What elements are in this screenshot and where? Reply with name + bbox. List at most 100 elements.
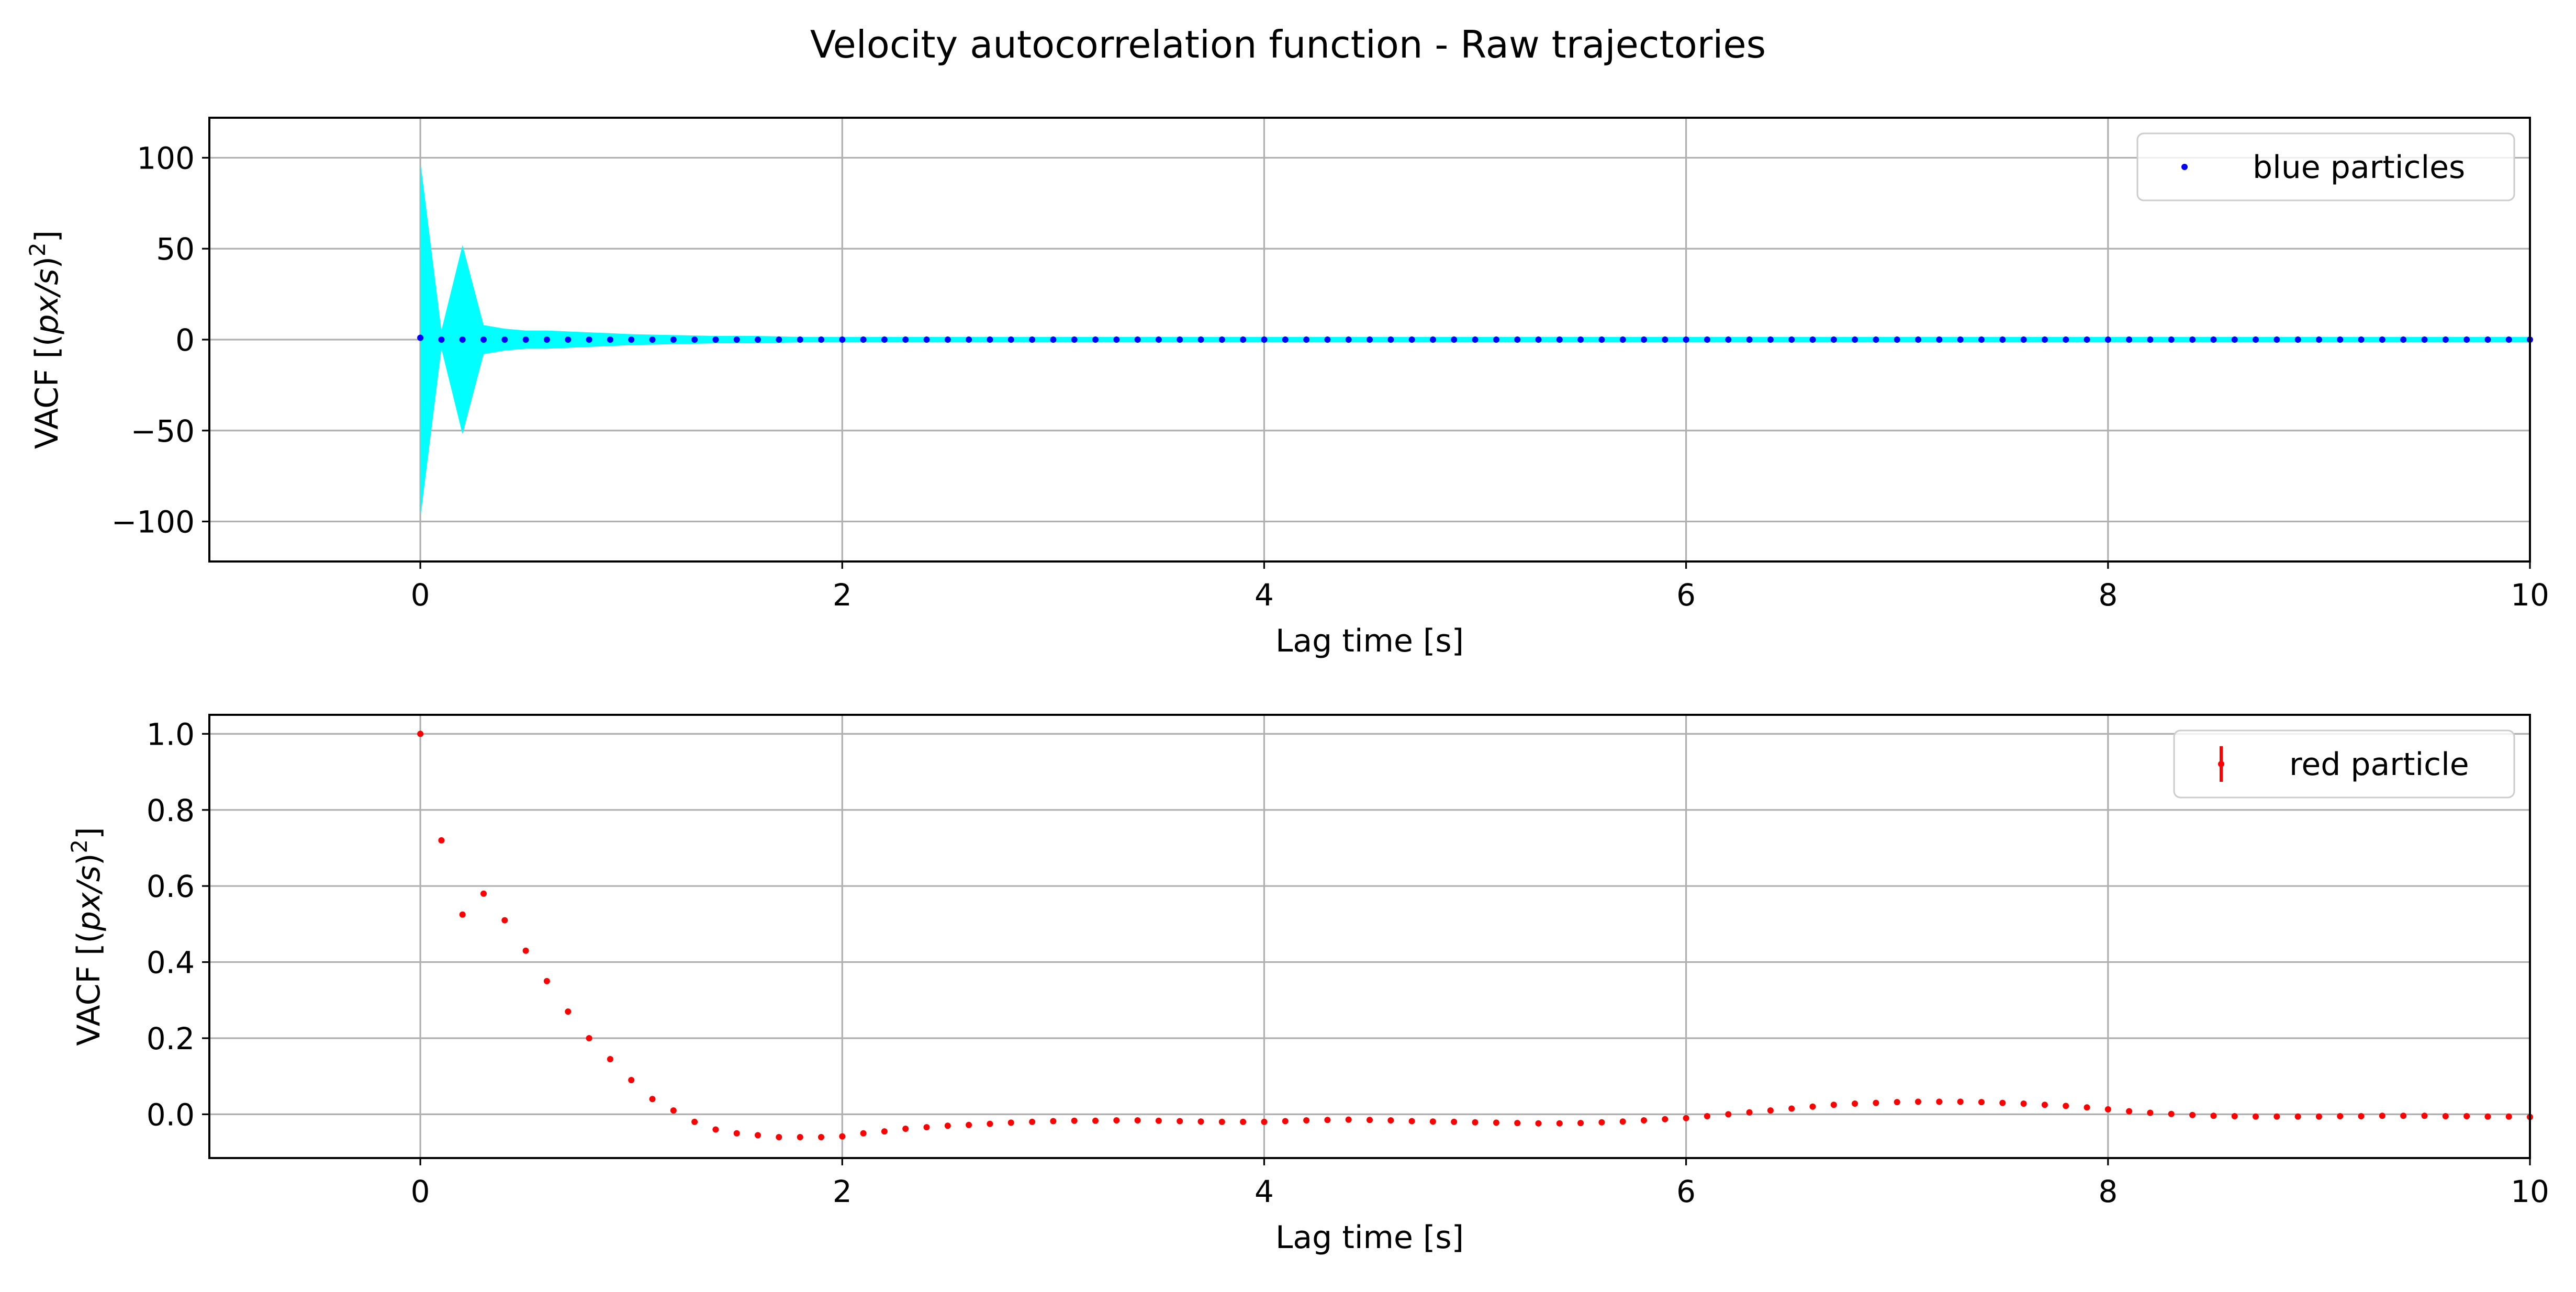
data-point: [1662, 336, 1668, 343]
data-point: [881, 336, 888, 343]
data-point: [776, 1134, 782, 1140]
data-point: [712, 336, 719, 343]
data-point: [1408, 336, 1415, 343]
data-point: [1472, 1119, 1479, 1126]
data-point: [797, 1134, 803, 1140]
data-point: [2104, 336, 2111, 343]
data-point: [2421, 336, 2428, 343]
data-point: [1873, 336, 1879, 343]
x-tick-label: 10: [2511, 1174, 2549, 1209]
data-point: [1261, 336, 1268, 343]
data-point: [1218, 1118, 1225, 1125]
data-point: [923, 336, 930, 343]
x-tick-label: 4: [1255, 1174, 1274, 1209]
data-point: [1367, 1117, 1373, 1124]
data-point: [1261, 1118, 1268, 1125]
data-point: [2463, 1113, 2470, 1119]
data-point: [607, 336, 613, 343]
data-point: [1007, 336, 1014, 343]
data-point: [691, 336, 698, 343]
data-point: [2210, 1113, 2217, 1119]
data-point: [2147, 1109, 2154, 1116]
data-point: [1303, 336, 1310, 343]
subplot-2: 0 2 4 6 8 10 0.0 0.2 0.4 0.6 0.8 1.0 Lag time [s] VAC…: [66, 714, 2549, 1256]
data-point: [1894, 336, 1900, 343]
data-point: [1240, 336, 1247, 343]
data-point: [881, 1128, 888, 1135]
data-point: [2020, 1100, 2027, 1107]
data-point: [1577, 336, 1584, 343]
data-point: [2126, 1108, 2133, 1115]
legend-marker: [2181, 164, 2188, 170]
x-tick-label: 2: [833, 1174, 852, 1209]
data-point: [607, 1056, 613, 1062]
data-point: [1957, 1098, 1964, 1105]
legend-marker: [2218, 761, 2224, 767]
series-2-1: [417, 731, 2533, 1140]
data-point: [1429, 336, 1436, 343]
data-point: [2315, 1113, 2322, 1120]
data-point: [417, 334, 424, 341]
data-point: [2084, 336, 2090, 343]
data-point: [966, 1121, 972, 1128]
data-point: [2041, 336, 2048, 343]
series-1-1: [417, 334, 2533, 343]
data-point: [1915, 1098, 1921, 1105]
data-point: [2294, 1113, 2301, 1120]
data-point: [2358, 336, 2365, 343]
data-point: [2484, 336, 2491, 343]
y-tick-label: 0.8: [147, 793, 195, 828]
data-point: [586, 1035, 592, 1041]
data-point: [2041, 1102, 2048, 1108]
x-axis-label: Lag time [s]: [1275, 623, 1464, 659]
y-axis-label-part: VACF [(: [71, 931, 107, 1046]
data-point: [1957, 336, 1964, 343]
chart-title: Velocity autocorrelation function - Raw …: [810, 23, 1766, 66]
data-point: [1936, 1098, 1943, 1105]
data-point: [649, 1096, 656, 1103]
data-point: [1282, 1118, 1289, 1125]
y-axis-label-part: VACF [(: [29, 334, 65, 450]
x-tick-label: 4: [1255, 577, 1274, 613]
data-point: [1155, 1117, 1162, 1124]
data-point: [2294, 336, 2301, 343]
data-point: [543, 336, 550, 343]
legend-label: red particle: [2289, 746, 2469, 783]
data-point: [501, 917, 508, 924]
x-tick-label: 8: [2098, 1174, 2118, 1209]
data-point: [1619, 1118, 1626, 1125]
data-point: [1029, 1118, 1036, 1125]
data-point: [2337, 1113, 2344, 1119]
data-point: [1873, 1099, 1879, 1106]
data-point: [543, 978, 550, 984]
data-point: [2505, 336, 2512, 343]
data-point: [1218, 336, 1225, 343]
x-tick-label: 8: [2098, 577, 2118, 613]
data-point: [860, 336, 867, 343]
data-point: [1978, 1099, 1985, 1106]
subplot-1: 0 2 4 6 8 10 −100 −50 0 50 100 Lag time [s] VACF [(p…: [25, 117, 2549, 659]
data-point: [1999, 1099, 2006, 1106]
x-tick-label: 6: [1676, 1174, 1696, 1209]
data-point: [1134, 336, 1141, 343]
data-point: [1451, 1118, 1458, 1125]
data-point: [902, 336, 909, 343]
data-point: [1978, 336, 1985, 343]
data-point: [1598, 1119, 1605, 1126]
data-point: [1809, 336, 1816, 343]
data-point: [944, 1122, 951, 1129]
data-point: [2104, 1106, 2111, 1113]
data-point: [480, 890, 487, 897]
y-tick-label: 0.0: [147, 1097, 195, 1132]
legend-frame: [2136, 132, 2515, 201]
data-point: [2421, 1113, 2428, 1119]
data-point: [2400, 336, 2407, 343]
data-point: [2231, 336, 2238, 343]
data-point: [2463, 336, 2470, 343]
data-point: [1387, 1117, 1394, 1124]
data-point: [2273, 336, 2280, 343]
data-point: [1577, 1120, 1584, 1127]
x-tick-label: 10: [2511, 577, 2549, 613]
data-point: [818, 1134, 824, 1140]
